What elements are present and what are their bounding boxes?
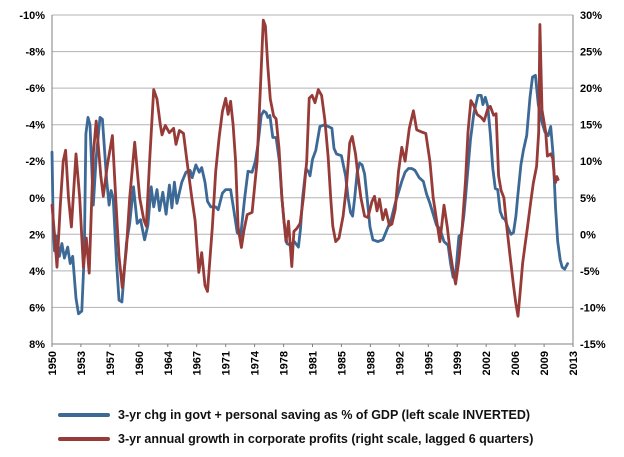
left-axis-tick-label: -6%	[25, 83, 45, 95]
legend-item-profits: 3-yr annual growth in corporate profits …	[58, 427, 618, 451]
x-axis-tick-label: 1964	[163, 350, 175, 375]
left-axis-tick-label: 6%	[29, 302, 45, 314]
left-axis-tick-label: 2%	[29, 229, 45, 241]
x-axis-tick-label: 1999	[452, 351, 464, 375]
right-axis-tick-label: 5%	[580, 193, 596, 205]
right-axis-tick-label: -5%	[580, 266, 600, 278]
x-axis-tick-label: 2009	[539, 351, 551, 375]
left-axis-tick-label: -4%	[25, 120, 45, 132]
x-axis-tick-label: 1971	[221, 351, 233, 375]
x-axis-tick-label: 1992	[394, 351, 406, 375]
x-axis-tick-label: 1974	[250, 350, 262, 375]
x-axis-tick-label: 1967	[192, 351, 204, 375]
left-axis-tick-label: -10%	[19, 10, 45, 22]
right-axis-tick-label: 10%	[580, 156, 602, 168]
x-axis-tick-label: 1985	[336, 351, 348, 375]
left-axis-tick-label: 0%	[29, 193, 45, 205]
left-axis-tick-label: 8%	[29, 339, 45, 351]
x-axis-tick-label: 1960	[134, 351, 146, 375]
dual-axis-line-chart: -10% -8% -6% -4% -2% 0% 2% 4% 6% 8% 30% 25% 20% 15% 10…	[19, 10, 606, 375]
legend-line-swatch-red	[58, 437, 110, 441]
right-axis-tick-label: 20%	[580, 83, 602, 95]
x-axis-tick-label: 1953	[76, 351, 88, 375]
x-axis-tick-label: 1957	[105, 351, 117, 375]
chart-legend: 3-yr chg in govt + personal saving as % …	[58, 403, 618, 451]
x-axis-tick-label: 1950	[47, 351, 59, 375]
series-line-profits	[50, 18, 560, 318]
legend-line-swatch-blue	[58, 413, 110, 417]
left-axis-tick-label: -8%	[25, 47, 45, 59]
chart-plot-area: -10% -8% -6% -4% -2% 0% 2% 4% 6% 8% 30% 25% 20% 15% 10…	[19, 10, 606, 375]
x-axis-tick-label: 1981	[308, 351, 320, 375]
right-axis-tick-label: -15%	[580, 339, 606, 351]
legend-label-profits: 3-yr annual growth in corporate profits …	[118, 432, 534, 446]
legend-item-saving: 3-yr chg in govt + personal saving as % …	[58, 403, 618, 427]
right-axis-tick-label: 0%	[580, 229, 596, 241]
left-axis-tick-label: -2%	[25, 156, 45, 168]
right-axis-tick-label: 25%	[580, 47, 602, 59]
right-axis-tick-label: 30%	[580, 10, 602, 22]
x-axis-tick-label: 2013	[568, 351, 580, 375]
x-axis-tick-label: 2006	[510, 351, 522, 375]
legend-label-saving: 3-yr chg in govt + personal saving as % …	[118, 408, 531, 422]
x-axis-tick-label: 1978	[279, 351, 291, 375]
x-axis-tick-label: 1988	[365, 351, 377, 375]
left-axis-tick-label: 4%	[29, 266, 45, 278]
right-axis-tick-label: -10%	[580, 302, 606, 314]
right-axis-tick-label: 15%	[580, 120, 602, 132]
x-axis-tick-label: 1995	[423, 351, 435, 375]
x-axis-tick-label: 2002	[481, 351, 493, 375]
